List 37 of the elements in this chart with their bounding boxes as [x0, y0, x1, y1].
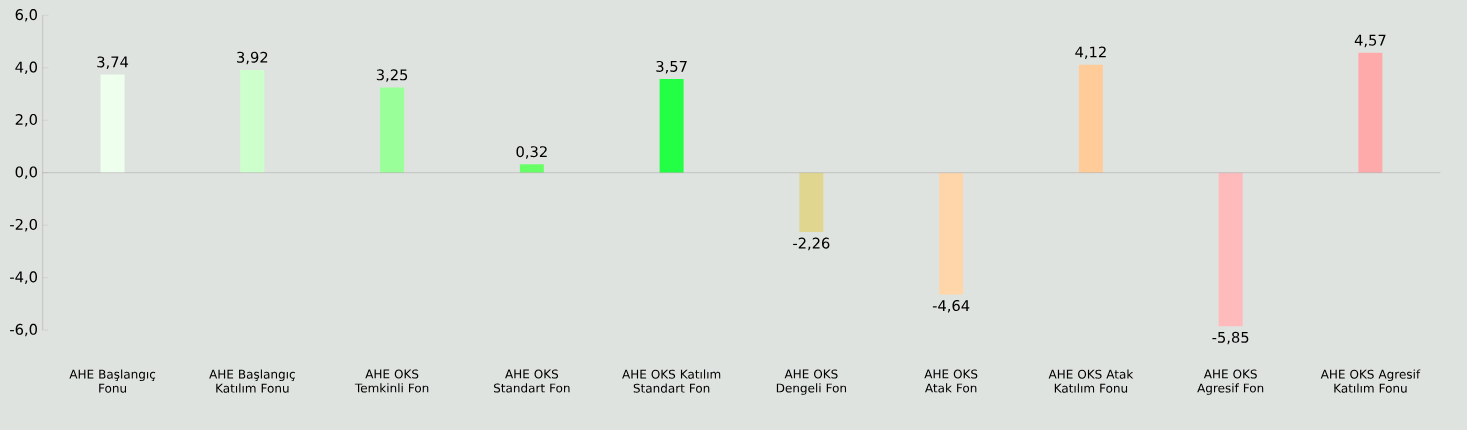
bar	[1218, 172, 1243, 327]
y-tick-label: 0,0	[15, 166, 37, 179]
x-tick-label: AHE Başlangıç Fonu	[69, 369, 156, 393]
y-tick-label: 2,0	[15, 113, 37, 127]
x-tick-label: AHE OKS Agresif Katılım Fonu	[1320, 369, 1421, 393]
x-tick-label: AHE OKS Temkinli Fon	[354, 369, 429, 393]
x-tick-label: AHE Başlangıç Katılım Fonu	[209, 369, 295, 393]
data-label: 3,92	[237, 51, 268, 65]
data-label: -2,26	[793, 237, 830, 251]
bar	[1078, 64, 1103, 173]
data-label: 3,74	[97, 56, 129, 69]
bar	[380, 87, 405, 173]
data-label: 3,57	[656, 60, 687, 74]
y-tick-label: 6,0	[15, 9, 37, 22]
x-tick-label: AHE OKS Standart Fon	[493, 369, 570, 393]
x-tick-label: AHE OKS Atak Fon	[924, 369, 978, 393]
data-label: 3,25	[376, 69, 408, 82]
bar	[519, 164, 544, 173]
data-label: -4,64	[932, 299, 970, 313]
x-tick-label: AHE OKS Dengeli Fon	[776, 369, 847, 395]
bar	[799, 172, 824, 232]
bar	[100, 74, 125, 173]
bar	[1358, 52, 1383, 173]
y-tick-label: -2,0	[10, 218, 37, 232]
bar	[240, 69, 265, 173]
data-label: -5,85	[1212, 331, 1249, 345]
x-tick-label: AHE OKS Atak Katılım Fonu	[1048, 369, 1134, 393]
data-label: 4,57	[1354, 34, 1386, 48]
bar	[659, 79, 684, 173]
bar	[939, 172, 964, 295]
y-tick-label: -6,0	[10, 323, 37, 337]
y-tick-label: -4,0	[10, 271, 37, 284]
y-tick-label: 4,0	[15, 61, 37, 75]
x-tick-label: AHE OKS Katılım Standart Fon	[622, 369, 721, 393]
data-label: 4,12	[1075, 46, 1106, 59]
data-label: 0,32	[516, 146, 547, 159]
x-tick-label: AHE OKS Agresif Fon	[1197, 369, 1264, 395]
